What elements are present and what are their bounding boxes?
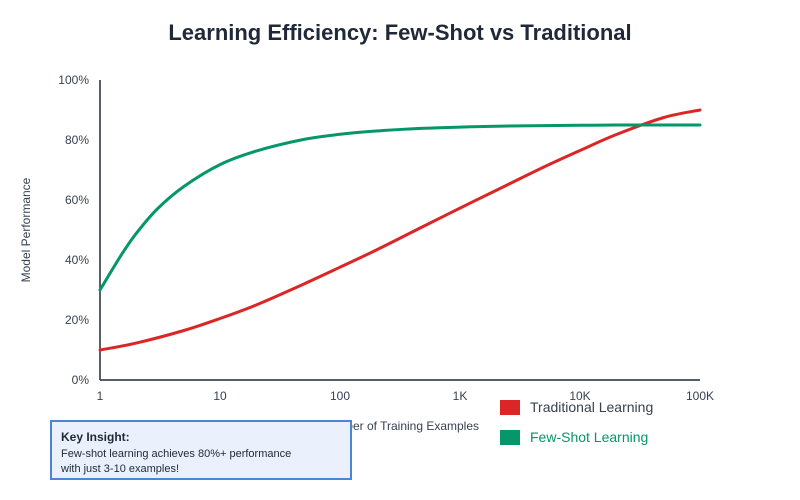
y-tick-label: 20% bbox=[65, 313, 89, 327]
legend-swatch-traditional-learning bbox=[500, 400, 520, 415]
x-tick-label: 100 bbox=[330, 389, 350, 403]
key-insight-title: Key Insight: bbox=[61, 430, 130, 444]
legend-label-traditional-learning: Traditional Learning bbox=[530, 399, 653, 415]
traditional-learningline bbox=[98, 108, 702, 352]
key-insight-box: Key Insight: Few-shot learning achieves … bbox=[50, 420, 352, 480]
x-tick-label: 10K bbox=[569, 389, 590, 403]
x-tick-label: 1 bbox=[97, 389, 104, 403]
chart-title: Learning Efficiency: Few-Shot vs Traditi… bbox=[168, 20, 631, 45]
legend-label-few-shot-learning: Few-Shot Learning bbox=[530, 429, 648, 445]
legend: Traditional Learning Few-Shot Learning bbox=[500, 399, 653, 445]
x-tick-label: 1K bbox=[453, 389, 468, 403]
few-shot-learningline bbox=[98, 123, 702, 292]
y-tick-label: 40% bbox=[65, 253, 89, 267]
y-tick-label: 60% bbox=[65, 193, 89, 207]
y-tick-label: 0% bbox=[72, 373, 90, 387]
x-tick-label: 10 bbox=[213, 389, 227, 403]
key-insight-line-1: Few-shot learning achieves 80%+ performa… bbox=[61, 448, 292, 460]
y-tick-label: 100% bbox=[58, 73, 89, 87]
x-tick-label: 100K bbox=[686, 389, 714, 403]
series-layer bbox=[98, 108, 702, 352]
x-axis-label: Number of Training Examples bbox=[321, 419, 479, 433]
x-axis-ticks: 1 10 100 1K 10K 100K bbox=[97, 389, 714, 403]
y-axis-ticks: 0% 20% 40% 60% 80% 100% bbox=[58, 73, 89, 387]
key-insight-line-2: with just 3-10 examples! bbox=[61, 463, 179, 475]
y-axis-label: Model Performance bbox=[19, 177, 33, 282]
y-tick-label: 80% bbox=[65, 133, 89, 147]
legend-swatch-few-shot-learning bbox=[500, 430, 520, 445]
